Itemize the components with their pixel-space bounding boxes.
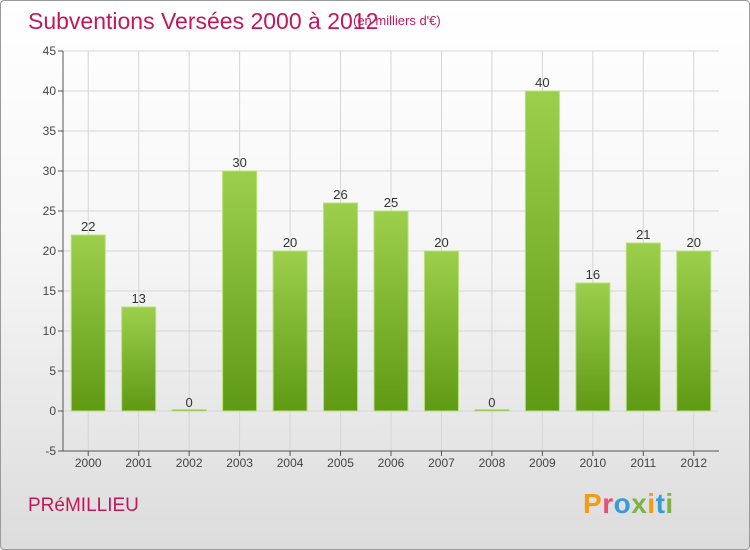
bar-value-label: 20 [283,235,297,250]
bar [474,409,510,412]
place-name: PRéMILLIEU [28,495,139,516]
bar [171,409,207,412]
bar [373,210,409,412]
x-tick-label: 2003 [226,456,253,470]
bar [625,242,661,412]
bar-value-label: 20 [687,235,701,250]
logo-letter: i [647,488,656,519]
logo-letter: i [665,488,674,519]
y-tick-label: 20 [43,244,57,258]
x-tick-label: 2002 [176,456,203,470]
bar-value-label: 0 [186,395,193,410]
x-tick-label: 2008 [479,456,506,470]
bar-value-label: 40 [535,75,549,90]
x-tick-label: 2000 [75,456,102,470]
x-tick-label: 2011 [630,456,656,470]
bar [121,306,157,412]
bar [676,250,712,412]
x-tick-label: 2001 [125,456,152,470]
bar-value-label: 26 [333,187,347,202]
bar [575,282,611,412]
bar-value-label: 25 [384,195,398,210]
y-tick-label: 35 [43,124,57,138]
chart-unit: (en milliers d'€) [353,13,441,28]
bar [423,250,459,412]
x-tick-label: 2012 [680,456,707,470]
y-tick-label: 40 [43,84,57,98]
bar [524,90,560,412]
x-tick-label: 2007 [428,456,455,470]
logo-letter: r [602,488,614,519]
y-tick-label: 15 [43,284,57,298]
logo-letter: t [655,488,666,519]
logo-letter: P [583,488,603,519]
bar-value-label: 16 [586,267,600,282]
x-tick-label: 2006 [378,456,405,470]
bar-value-label: 22 [81,219,95,234]
bar-value-label: 21 [636,227,650,242]
y-tick-label: 0 [49,404,56,418]
y-tick-label: 10 [43,324,57,338]
chart-title: Subventions Versées 2000 à 2012 [28,8,379,34]
x-tick-label: 2010 [579,456,606,470]
bar [70,234,106,412]
bar [222,170,258,412]
bar-value-label: 13 [131,291,145,306]
bar-value-label: 20 [434,235,448,250]
proxiti-logo: Proxiti [583,488,674,520]
bar [323,202,359,412]
y-tick-label: 45 [43,44,57,58]
x-tick-label: 2005 [327,456,354,470]
y-tick-label: -5 [45,444,56,458]
y-tick-label: 25 [43,204,57,218]
y-tick-label: 30 [43,164,57,178]
bar-value-label: 30 [232,155,246,170]
logo-letter: o [613,488,632,519]
x-tick-label: 2009 [529,456,556,470]
bar [272,250,308,412]
x-tick-label: 2004 [277,456,304,470]
logo-letter: x [631,488,648,519]
bar-value-label: 0 [488,395,495,410]
y-tick-label: 5 [49,364,56,378]
